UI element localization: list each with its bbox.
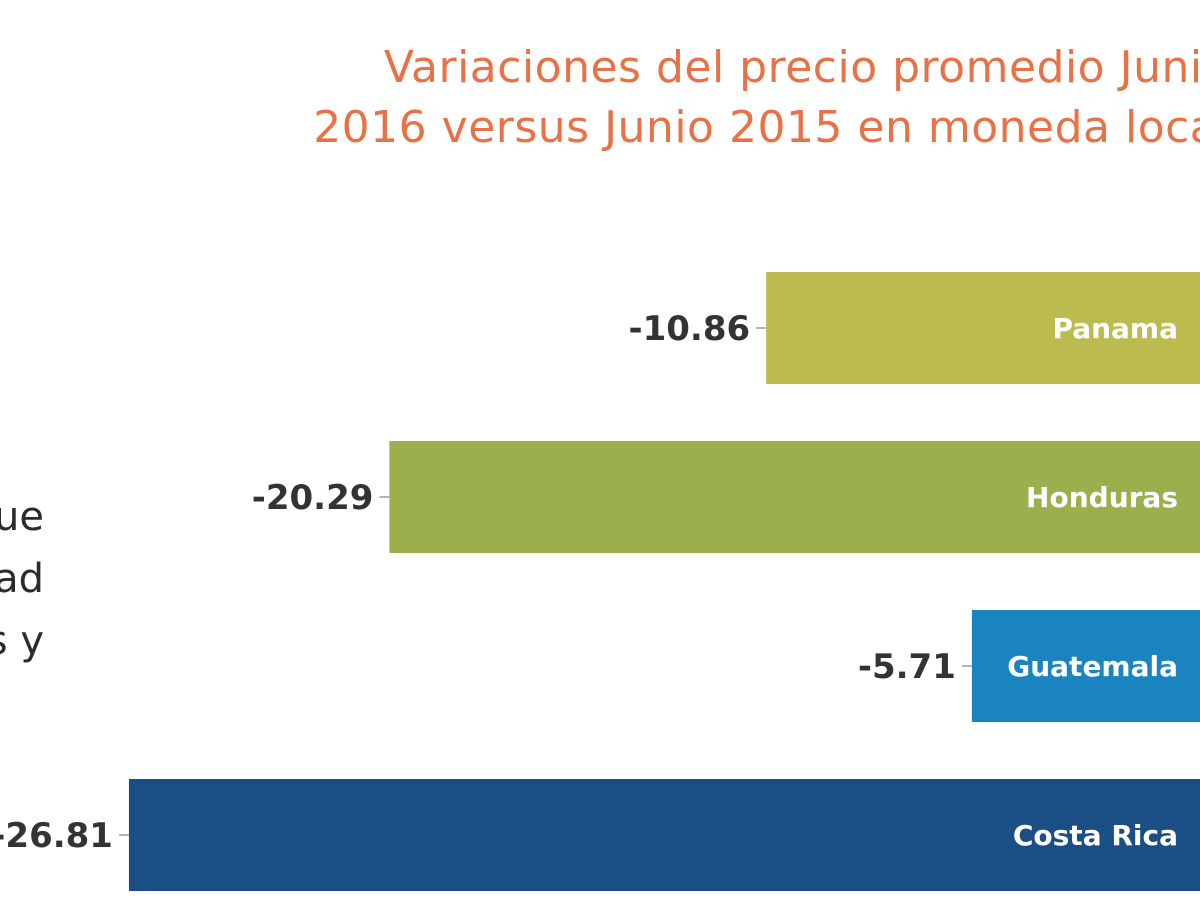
bar-panama	[766, 272, 1200, 384]
value-label-costa-rica: -26.81	[0, 816, 113, 856]
chart-title: Variaciones del precio promedio Junio 20…	[0, 38, 1200, 158]
chart-title-line-2: 2016 versus Junio 2015 en moneda local	[313, 102, 1200, 153]
value-label-panama: -10.86	[628, 309, 750, 349]
value-label-honduras: -20.29	[252, 478, 374, 518]
bar-honduras	[389, 441, 1200, 553]
bar-label-honduras: Honduras	[1026, 481, 1178, 514]
value-label-guatemala: -5.71	[858, 647, 956, 687]
side-text-line-3: s y	[0, 618, 44, 664]
chart-title-line-1: Variaciones del precio promedio Junio	[383, 42, 1200, 93]
bar-label-panama: Panama	[1052, 312, 1178, 345]
cropped-side-text: que dad s y	[0, 486, 44, 672]
bar-guatemala	[971, 610, 1200, 722]
side-text-line-1: que	[0, 494, 44, 540]
side-text-line-2: dad	[0, 556, 44, 602]
bar-label-guatemala: Guatemala	[1007, 650, 1178, 683]
bar-costa-rica	[128, 779, 1200, 891]
bar-label-costa-rica: Costa Rica	[1013, 819, 1178, 852]
